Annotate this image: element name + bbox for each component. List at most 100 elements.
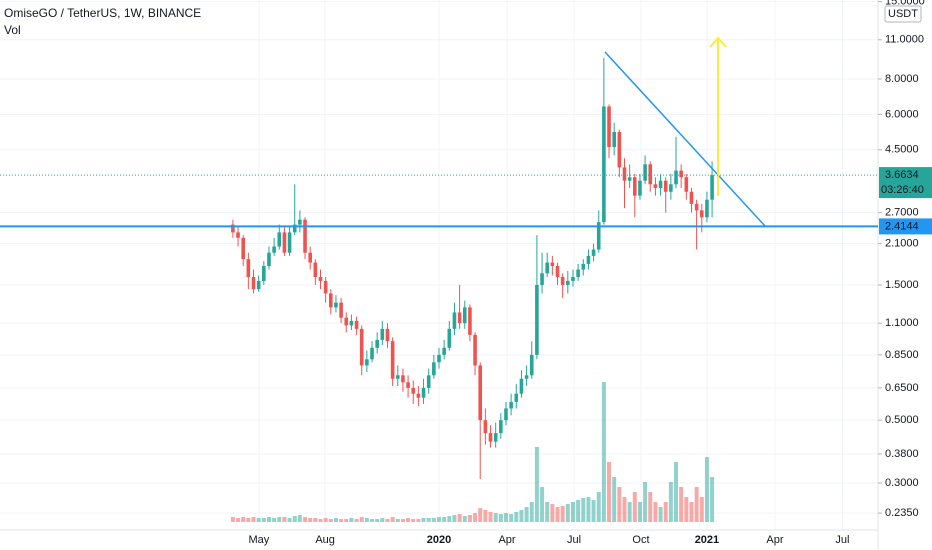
candle-body bbox=[277, 232, 282, 247]
volume-bar bbox=[256, 518, 261, 522]
candle-body bbox=[236, 232, 240, 238]
candle-body bbox=[499, 420, 503, 434]
price-label-box bbox=[879, 167, 932, 199]
volume-bar bbox=[421, 518, 426, 522]
volume-bar bbox=[493, 513, 498, 522]
volume-bar bbox=[617, 487, 622, 522]
y-tick-label: 1.1000 bbox=[885, 317, 919, 329]
volume-bar bbox=[390, 517, 395, 522]
volume-bar bbox=[452, 515, 457, 522]
volume-bar bbox=[313, 518, 318, 522]
candle-body bbox=[437, 354, 441, 363]
candle-body bbox=[411, 387, 416, 394]
candle-body bbox=[524, 375, 529, 379]
currency-box bbox=[884, 5, 922, 23]
candle-body bbox=[483, 420, 488, 434]
volume-bar bbox=[514, 512, 519, 522]
volume-bar bbox=[632, 492, 637, 522]
candle-body bbox=[452, 312, 457, 329]
volume-bar bbox=[272, 518, 277, 522]
volume-bar bbox=[565, 504, 570, 522]
candle-body bbox=[344, 317, 349, 326]
volume-bar bbox=[519, 510, 524, 522]
candle-body bbox=[241, 237, 246, 260]
candle-body bbox=[643, 164, 647, 181]
volume-bar bbox=[607, 462, 612, 522]
candle-body bbox=[566, 280, 570, 285]
volume-bar bbox=[478, 508, 483, 522]
trendline[interactable] bbox=[604, 51, 766, 227]
volume-bar bbox=[230, 517, 235, 522]
candle-body bbox=[540, 273, 544, 285]
volume-bar bbox=[323, 518, 328, 522]
volume-bar bbox=[503, 513, 508, 522]
volume-bar bbox=[354, 519, 359, 522]
candle-body bbox=[638, 180, 642, 196]
volume-bar bbox=[251, 517, 256, 522]
candle-body bbox=[313, 262, 318, 278]
volume-bar bbox=[426, 518, 431, 522]
volume-bar bbox=[447, 516, 452, 522]
candle-body bbox=[354, 320, 359, 329]
candle-body bbox=[421, 387, 426, 398]
y-tick-label: 2.7000 bbox=[885, 207, 919, 219]
volume-bar bbox=[400, 519, 405, 522]
countdown: 03:26:40 bbox=[881, 184, 924, 196]
volume-bar bbox=[498, 514, 503, 522]
volume-bar bbox=[483, 510, 488, 522]
volume-bar bbox=[308, 518, 313, 522]
candle-body bbox=[308, 252, 312, 263]
candle-body bbox=[267, 252, 271, 267]
volume-bar bbox=[570, 502, 575, 522]
candle-body bbox=[617, 131, 622, 168]
candle-body bbox=[390, 341, 395, 379]
candle-body bbox=[447, 328, 452, 348]
volume-bar bbox=[710, 477, 715, 522]
arrow[interactable] bbox=[709, 36, 727, 196]
candle-body bbox=[442, 347, 446, 355]
volume-bar bbox=[241, 517, 246, 522]
volume-bar bbox=[534, 447, 539, 522]
candle-body bbox=[282, 232, 287, 253]
candle-body bbox=[545, 262, 550, 274]
candle-body bbox=[607, 106, 611, 148]
volume-bar bbox=[297, 515, 302, 522]
candle-body bbox=[694, 203, 699, 211]
volume-bar bbox=[581, 498, 586, 522]
volume-bar bbox=[653, 502, 658, 522]
candle-body bbox=[684, 177, 689, 192]
candle-body bbox=[679, 170, 683, 178]
volume-bar bbox=[370, 519, 375, 522]
volume-bar bbox=[385, 519, 390, 522]
candle-body bbox=[653, 184, 658, 188]
y-tick-label: 0.5000 bbox=[885, 414, 919, 426]
candle-body bbox=[622, 167, 627, 181]
candle-body bbox=[586, 255, 591, 264]
volume-bar bbox=[473, 513, 478, 522]
volume-bar bbox=[555, 507, 560, 522]
volume-bar bbox=[612, 477, 617, 522]
volume-bar bbox=[637, 502, 642, 522]
y-tick-label: 0.8500 bbox=[885, 349, 919, 361]
volume-bar bbox=[679, 487, 684, 522]
candle-body bbox=[663, 180, 668, 192]
candle-body bbox=[529, 354, 534, 376]
volume-bar bbox=[467, 515, 472, 522]
candle-body bbox=[519, 378, 524, 394]
volume-bar bbox=[658, 507, 663, 522]
candle-body bbox=[426, 375, 431, 388]
volume-bar bbox=[328, 519, 333, 522]
x-tick-label: Apr bbox=[766, 534, 783, 546]
candle-body bbox=[550, 262, 555, 267]
candle-body bbox=[555, 266, 560, 278]
candle-body bbox=[395, 375, 400, 379]
volume-bar bbox=[349, 518, 354, 522]
candle-body bbox=[602, 106, 606, 223]
candle-body bbox=[231, 224, 235, 233]
candle-body bbox=[385, 328, 390, 342]
candle-body bbox=[478, 365, 483, 421]
volume-bar bbox=[287, 518, 292, 522]
candle-body bbox=[401, 375, 405, 383]
volume-bar bbox=[457, 514, 462, 522]
